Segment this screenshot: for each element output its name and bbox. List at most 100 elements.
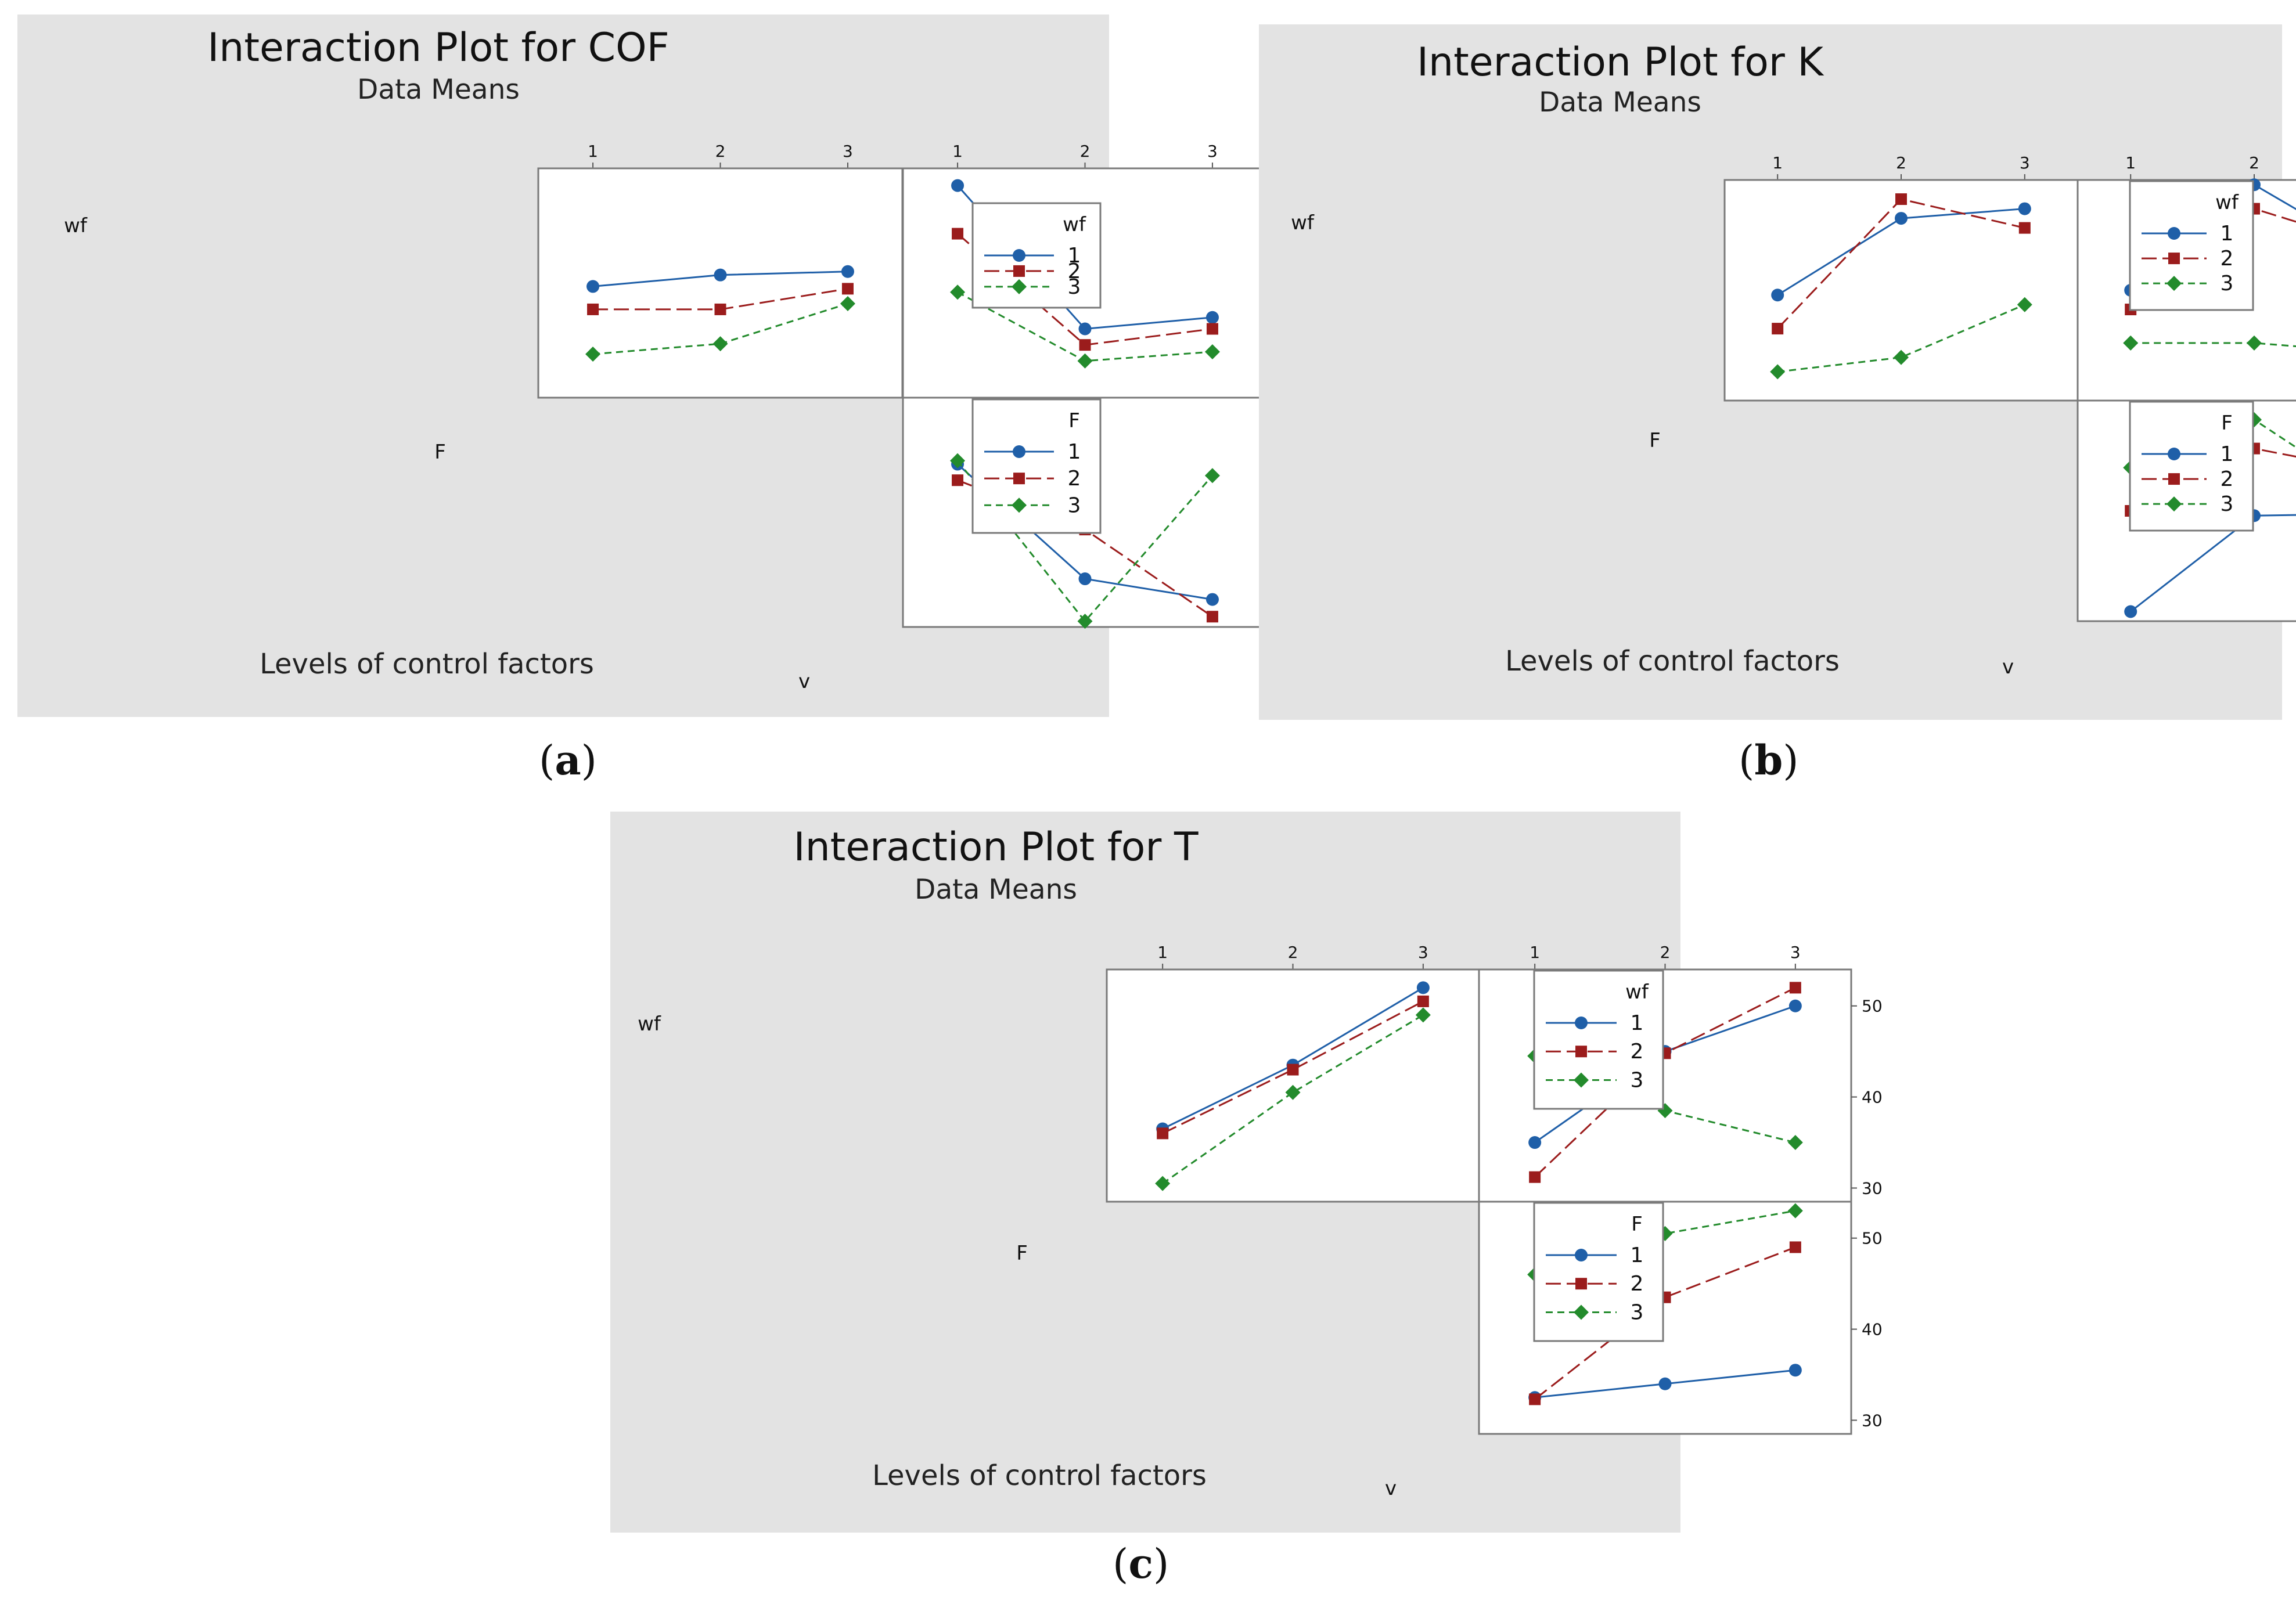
legend-entry-2: 2 [1068,467,1081,491]
legend-box [1533,969,1664,1110]
legend-entry-1: 1 [1068,440,1081,464]
point-wf_v-s1-l1 [951,179,965,192]
legend-entry-1: 1 [1068,244,1081,268]
point-F_v-s3-l2 [1077,614,1093,629]
y-tick-label: 30 [1862,1411,1883,1430]
point-wf_v-s1-l3 [1205,311,1219,324]
legend-entry-1: 1 [1631,1011,1644,1035]
point-wf_F-s2-l1 [1772,323,1784,335]
point-F_v-s3-l3 [1204,468,1220,484]
series-line-F_v-3 [1534,1210,1796,1275]
point-wf_v-s2-l1 [952,228,964,240]
x-axis-label: Levels of control factors [872,1459,1207,1492]
top-tick-label: 1 [1530,943,1540,962]
point-wf_F-s2-l2 [1895,193,1907,206]
point-F_v-s3-l3 [1787,1203,1803,1219]
legend-title: wf [1625,981,1649,1004]
legend-entry-2: 2 [1068,259,1081,283]
legend-marker [1012,498,1027,513]
cell-wf_v: 0.550.450.35 [902,159,1313,408]
point-wf_F-s1-l3 [841,265,854,278]
y-tick-label: 40 [1862,1320,1883,1339]
cell-wf_F [537,167,904,399]
point-wf_v-s1-l3 [1788,999,1802,1012]
legend-marker [2167,276,2182,291]
point-wf_F-s1-l3 [2018,202,2031,215]
point-wf_F-s3-l1 [1770,364,1786,380]
point-wf_F-s1-l2 [714,268,727,282]
point-wf_v-s2-l3 [1789,982,1801,994]
series-line-wf_F-3 [1777,304,2025,373]
factor-label-F: F [434,441,446,464]
caption-b-letter: b [1754,736,1783,784]
point-F_v-s1-l3 [1788,1364,1802,1377]
cell-F_v: 0.550.450.35 [902,388,1313,637]
factor-label-v: v [1385,1477,1397,1500]
x-axis-label: Levels of control factors [260,648,594,680]
caption-c-letter: c [1128,1540,1153,1588]
factor-label-wf: wf [64,214,88,237]
caption-c: (c) [1113,1540,1169,1588]
legend-entry-2: 2 [1631,1040,1644,1064]
top-tick-label: 3 [2020,153,2030,172]
point-wf_v-s3-l1 [2123,335,2139,351]
factor-label-v: v [798,670,810,693]
x-axis-label: Levels of control factors [1505,645,1840,677]
legend-title: F [1068,409,1080,432]
top-tick-label: 3 [1790,943,1801,962]
point-wf_F-s3-l3 [2017,297,2032,312]
point-wf_v-s1-l2 [1078,322,1092,336]
y-tick-label: 50 [1862,997,1883,1016]
cell-wf_F [1723,179,2079,402]
top-tick-label: 1 [952,142,963,161]
point-wf_F-s3-l2 [1894,349,1909,365]
top-tick-label: 2 [2249,153,2259,172]
chart-title: Interaction Plot for K [1417,39,1824,85]
point-wf_F-s2-l1 [1157,1127,1169,1140]
point-wf_F-s1-l3 [1416,981,1430,994]
chart-subtitle: Data Means [915,874,1077,906]
point-F_v-s1-l2 [1658,1377,1672,1390]
point-wf_v-s3-l3 [1787,1135,1803,1151]
top-tick-label: 2 [1896,153,1906,172]
top-tick-label: 2 [1288,943,1298,962]
legend-entry-2: 2 [2221,247,2234,271]
top-tick-label: 3 [1207,142,1218,161]
point-wf_F-s2-l2 [714,303,726,315]
point-F_v-s3-l1 [950,453,966,468]
legend-marker [1574,1072,1589,1088]
chart-subtitle: Data Means [357,74,520,106]
y-tick-label: 50 [1862,1229,1883,1248]
legend-marker [1575,1017,1588,1029]
legend-wf: wf 1 2 3 [1533,969,1664,1110]
legend-box [971,398,1102,534]
legend-marker [2168,227,2180,240]
legend-title: wf [1063,213,1086,236]
legend-entry-2: 2 [2221,467,2234,491]
legend-marker [2168,448,2180,460]
point-wf_v-s3-l1 [950,284,966,300]
point-wf_F-s2-l3 [2018,222,2031,234]
legend-entry-3: 3 [1631,1068,1644,1092]
legend-title: F [2221,412,2233,435]
point-F_v-s1-l3 [1205,593,1219,606]
chart-title: Interaction Plot for COF [207,25,670,71]
legend-marker [2168,253,2180,265]
caption-a-letter: a [555,736,581,784]
series-line-wf_F-3 [1162,1014,1424,1184]
point-wf_F-s1-l2 [1895,212,1908,225]
point-wf_F-s2-l2 [1287,1064,1299,1076]
legend-entry-1: 1 [2221,222,2234,246]
legend-box [2129,401,2254,532]
point-wf_v-s3-l2 [2247,335,2262,351]
legend-entry-3: 3 [1631,1300,1644,1324]
legend-title: wf [2215,191,2239,214]
top-tick-label: 3 [843,142,853,161]
point-wf_v-s3-l2 [1077,353,1093,369]
legend-marker [1575,1249,1588,1261]
legend-entry-2: 2 [1631,1272,1644,1296]
